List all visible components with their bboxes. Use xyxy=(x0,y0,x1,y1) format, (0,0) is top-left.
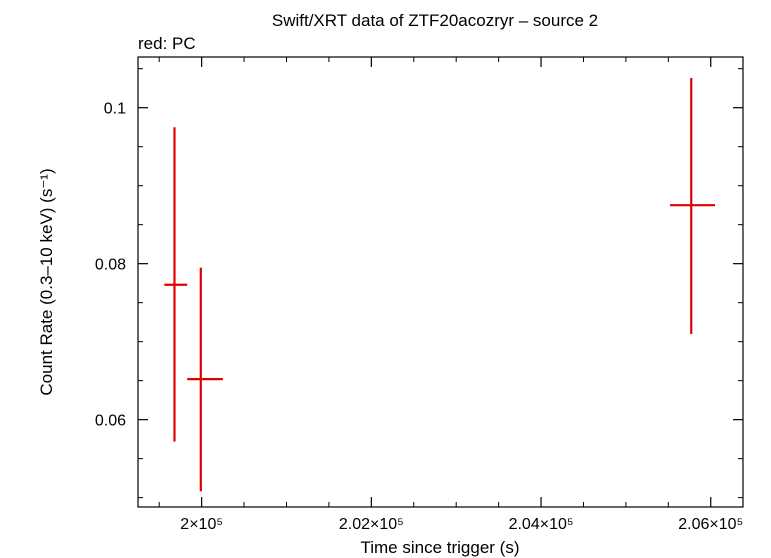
x-axis-ticks: 2×10⁵ 2.02×10⁵ 2.04×10⁵ 2.06×10⁵ xyxy=(158,57,743,533)
y-axis-label: Count Rate (0.3–10 keV) (s⁻¹) xyxy=(37,168,56,395)
data-point-1 xyxy=(187,267,223,492)
x-tick-label: 2.04×10⁵ xyxy=(509,516,574,533)
x-tick-label: 2.06×10⁵ xyxy=(678,516,743,533)
plot-frame xyxy=(137,56,744,508)
x-tick-label: 2.02×10⁵ xyxy=(339,516,404,533)
x-tick-label: 2×10⁵ xyxy=(180,516,223,533)
x-axis-label: Time since trigger (s) xyxy=(360,538,519,557)
y-tick-label: 0.06 xyxy=(95,413,126,430)
chart-title: Swift/XRT data of ZTF20acozryr – source … xyxy=(272,11,598,30)
y-tick-label: 0.08 xyxy=(95,257,126,274)
data-point-0 xyxy=(164,127,188,442)
data-point-2 xyxy=(670,78,715,334)
data-points xyxy=(164,78,715,492)
y-axis-ticks: 0.06 0.08 0.1 xyxy=(95,68,743,499)
y-tick-label: 0.1 xyxy=(104,101,126,118)
chart-subtitle: red: PC xyxy=(138,34,196,53)
